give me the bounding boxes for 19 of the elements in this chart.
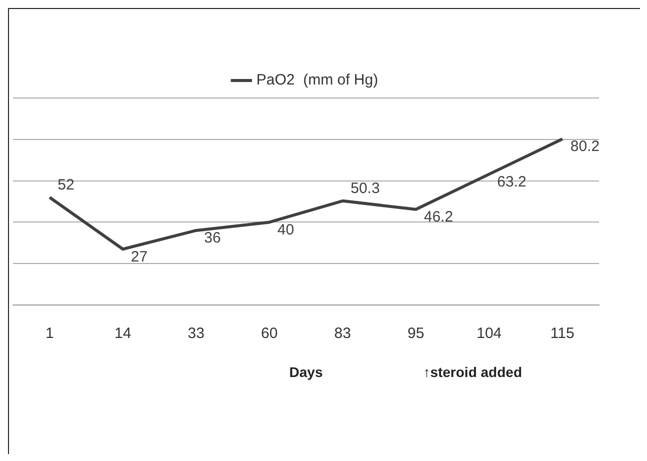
x-tick-label: 95: [408, 325, 424, 342]
data-label: 27: [130, 248, 148, 266]
data-label: 50.3: [350, 180, 380, 198]
x-tick-label: 14: [114, 325, 132, 342]
legend-label: PaO2 (mm of Hg): [256, 72, 378, 89]
data-label: 46.2: [424, 208, 454, 226]
data-label: 36: [204, 230, 221, 247]
x-tick-label: 115: [550, 325, 574, 342]
x-tick-label: 33: [188, 325, 204, 342]
data-label: 80.2: [570, 138, 600, 156]
x-tick-label: 60: [261, 325, 278, 342]
x-tick-label: 104: [476, 325, 502, 342]
data-label: 52: [58, 176, 74, 194]
data-label: 40: [277, 221, 294, 238]
x-tick-label: 83: [334, 325, 351, 342]
data-label: 63.2: [497, 173, 526, 190]
x-axis-title: Days: [289, 364, 323, 380]
x-tick-label: 1: [45, 325, 54, 342]
text: ↑steroid added: [423, 364, 522, 380]
